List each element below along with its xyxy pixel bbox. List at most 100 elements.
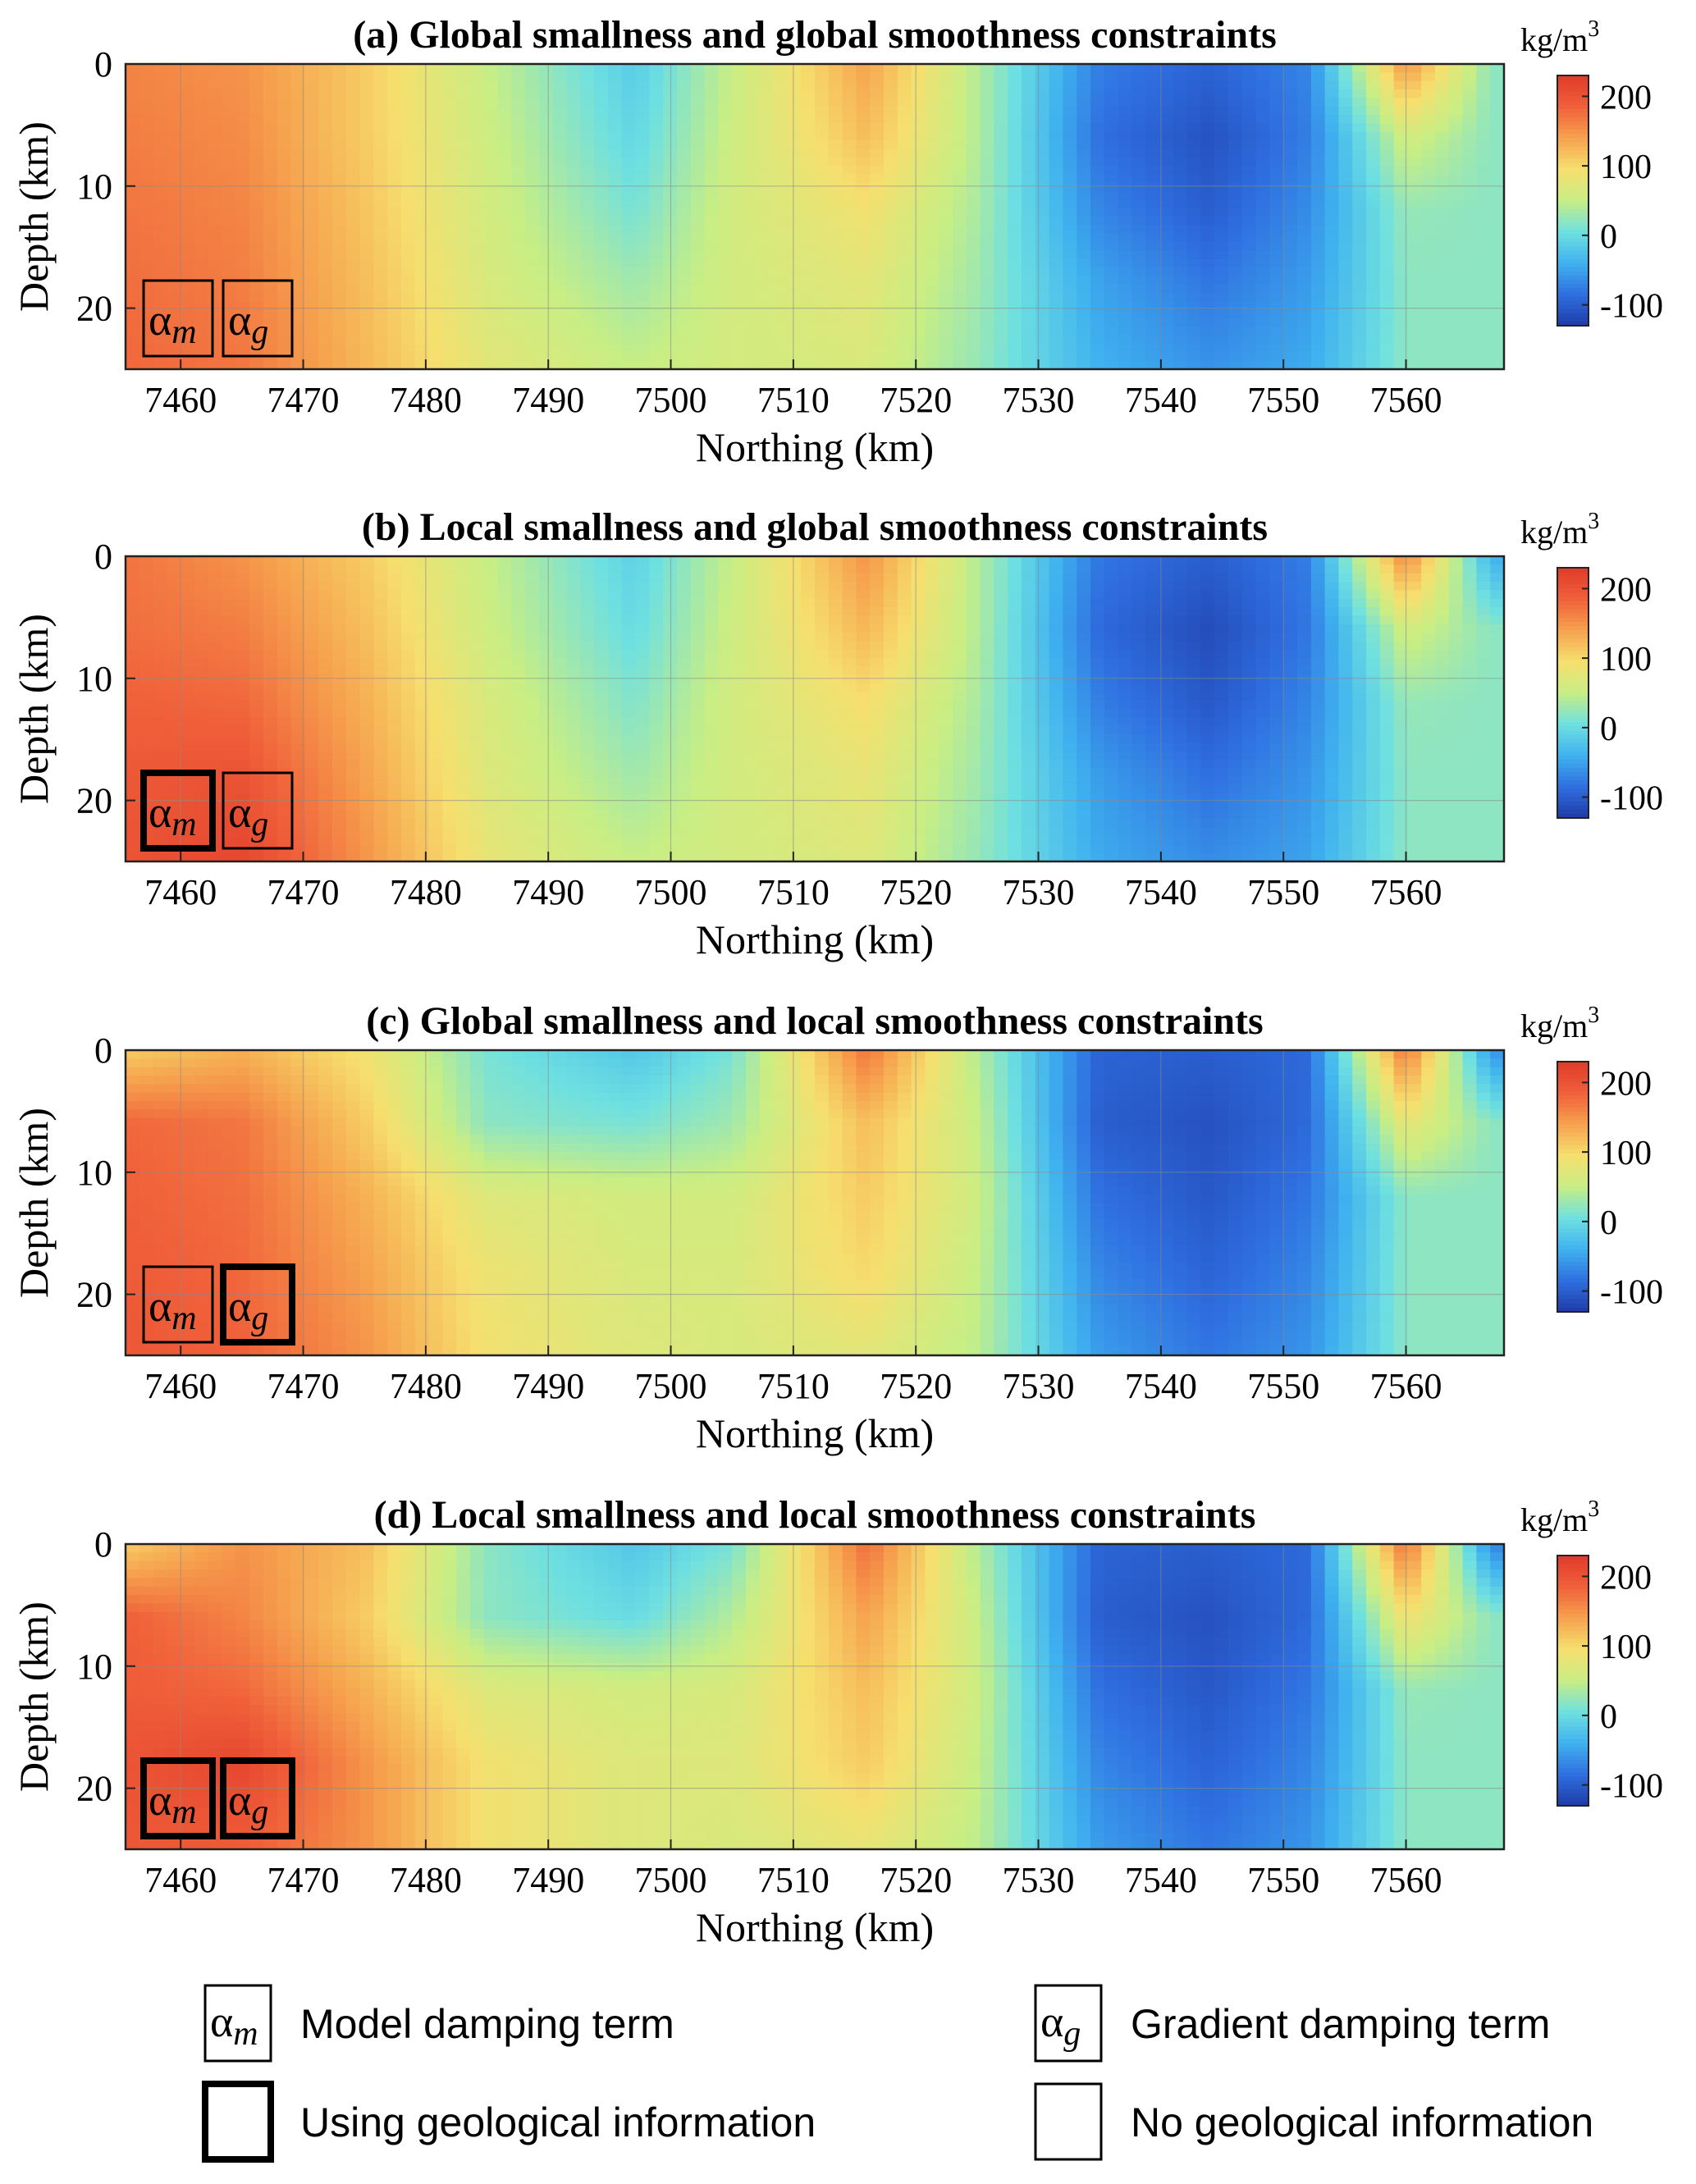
- colorbar-cell: [1557, 1789, 1589, 1794]
- y-tick-label: 20: [76, 289, 112, 329]
- alpha-subscript: m: [233, 2015, 258, 2053]
- x-tick-label: 7540: [1125, 1860, 1197, 1900]
- colorbar-cell: [1557, 1676, 1589, 1682]
- colorbar-tick-label: 200: [1600, 1065, 1652, 1103]
- y-tick-label: 20: [76, 1769, 112, 1809]
- colorbar-cell: [1557, 1112, 1589, 1117]
- colorbar-cell: [1557, 697, 1589, 702]
- colorbar-cell: [1557, 217, 1589, 222]
- colorbar-cell: [1557, 134, 1589, 139]
- x-tick-label: 7480: [390, 872, 462, 912]
- colorbar-cell: [1557, 776, 1589, 781]
- colorbar-cell: [1557, 304, 1589, 310]
- alpha-subscript: m: [171, 313, 196, 351]
- legend-label: Gradient damping term: [1131, 2001, 1550, 2047]
- colorbar-cell: [1557, 1207, 1589, 1213]
- colorbar-cell: [1557, 630, 1589, 635]
- colorbar-cell: [1557, 1780, 1589, 1786]
- colorbar-cell: [1557, 1236, 1589, 1242]
- colorbar-cell: [1557, 92, 1589, 98]
- alpha-subscript: g: [1063, 2015, 1081, 2053]
- colorbar-cell: [1557, 108, 1589, 114]
- colorbar-cell: [1557, 192, 1589, 198]
- plot-frame: [124, 1542, 1506, 1851]
- colorbar-cell: [1557, 584, 1589, 590]
- colorbar-cell: [1557, 1212, 1589, 1217]
- x-tick-label: 7520: [880, 872, 952, 912]
- colorbar-cell: [1557, 1701, 1589, 1707]
- colorbar-tick-label: 200: [1600, 79, 1652, 117]
- chart-panel: (a) Global smallness and global smoothne…: [11, 13, 1663, 470]
- x-tick-label: 7500: [635, 1366, 707, 1406]
- legend-item: αg Gradient damping term: [1034, 1984, 1550, 2063]
- x-tick-label: 7550: [1247, 1366, 1319, 1406]
- colorbar-cell: [1557, 1253, 1589, 1259]
- colorbar-cell: [1557, 768, 1589, 773]
- colorbar-cell: [1557, 1240, 1589, 1246]
- colorbar-cell: [1557, 1120, 1589, 1125]
- colorbar-cell: [1557, 1680, 1589, 1686]
- y-axis-label: Depth (km): [11, 1108, 57, 1298]
- x-tick-label: 7490: [512, 872, 584, 912]
- x-tick-label: 7490: [512, 380, 584, 420]
- colorbar-cell: [1557, 1756, 1589, 1761]
- colorbar-cell: [1557, 1166, 1589, 1171]
- colorbar-cell: [1557, 1062, 1589, 1067]
- alpha-symbol: α: [228, 295, 251, 345]
- badge-frame: [142, 1265, 214, 1344]
- colorbar-cell: [1557, 663, 1589, 669]
- colorbar-cell: [1557, 609, 1589, 615]
- alpha-m-badge: αm: [140, 770, 216, 852]
- colorbar-frame: [1557, 75, 1589, 327]
- alpha-m-badge: αm: [142, 279, 214, 358]
- colorbar-cell: [1557, 1760, 1589, 1765]
- colorbar-tick-label: 100: [1600, 1135, 1652, 1172]
- badge-label: αg: [228, 295, 268, 351]
- colorbar-cell: [1557, 1672, 1589, 1678]
- unit-base: kg/m: [1520, 514, 1588, 551]
- heatmap: [126, 64, 1505, 370]
- colorbar-cell: [1557, 234, 1589, 239]
- colorbar-cell: [1557, 726, 1589, 731]
- colorbar-cell: [1557, 709, 1589, 715]
- colorbar-cell: [1557, 1584, 1589, 1590]
- colorbar-cell: [1557, 1178, 1589, 1184]
- colorbar-cell: [1557, 1090, 1589, 1096]
- colorbar-cell: [1557, 1606, 1589, 1611]
- legend-swatch: [203, 1984, 272, 2063]
- colorbar-cell: [1557, 576, 1589, 581]
- colorbar-cell: [1557, 1622, 1589, 1628]
- colorbar-cell: [1557, 1066, 1589, 1071]
- colorbar-cell: [1557, 1232, 1589, 1238]
- unit-exponent: 3: [1588, 509, 1599, 534]
- colorbar-cell: [1557, 592, 1589, 598]
- colorbar-cell: [1557, 308, 1589, 314]
- colorbar-cell: [1557, 1195, 1589, 1200]
- colorbar-cell: [1557, 642, 1589, 648]
- colorbar-cell: [1557, 684, 1589, 690]
- badge-frame: [140, 770, 216, 852]
- colorbar-cell: [1557, 1693, 1589, 1698]
- x-tick-label: 7520: [880, 380, 952, 420]
- colorbar-cell: [1557, 117, 1589, 122]
- colorbar-tick-label: 0: [1600, 1204, 1617, 1242]
- y-axis-label: Depth (km): [11, 614, 57, 804]
- colorbar-cell: [1557, 80, 1589, 85]
- colorbar-unit: kg/m3: [1520, 16, 1599, 58]
- badge-label: αm: [149, 1775, 197, 1831]
- colorbar-cell: [1557, 246, 1589, 252]
- colorbar-cell: [1557, 1660, 1589, 1665]
- colorbar-cell: [1557, 1597, 1589, 1602]
- colorbar-cell: [1557, 701, 1589, 706]
- colorbar-cell: [1557, 1576, 1589, 1582]
- y-tick-label: 0: [94, 1030, 112, 1071]
- colorbar-cell: [1557, 784, 1589, 790]
- y-tick-label: 10: [76, 1647, 112, 1687]
- colorbar-cell: [1557, 572, 1589, 577]
- colorbar-unit: kg/m3: [1520, 1003, 1599, 1044]
- colorbar-cell: [1557, 1170, 1589, 1175]
- x-tick-label: 7520: [880, 1366, 952, 1406]
- colorbar-cell: [1557, 1074, 1589, 1079]
- x-tick-label: 7470: [267, 1366, 340, 1406]
- colorbar-cell: [1557, 1588, 1589, 1594]
